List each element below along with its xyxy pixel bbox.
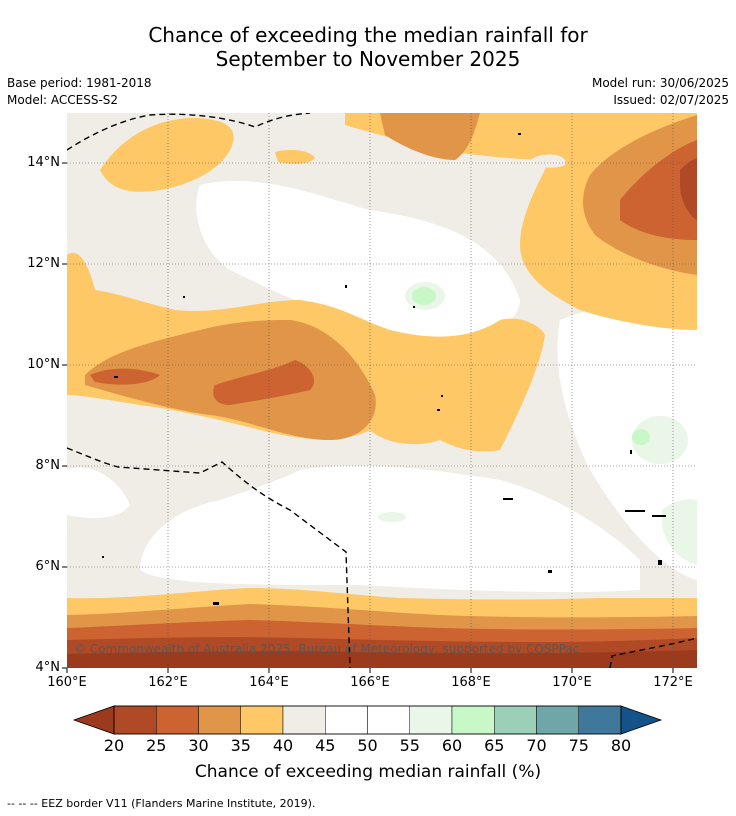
lon-label-172e: 172°E [653,675,693,690]
eez-border [67,113,697,668]
colorbar-low-arrow [72,705,115,735]
islands [102,133,666,605]
colorbar-cell [156,705,199,735]
model-run: Model run: 30/06/2025 [591,76,729,90]
colorbar-cell [198,705,241,735]
lon-label-168e: 168°E [451,675,491,690]
lat-label-8n: 8°N [35,458,61,473]
eez-footnote: -- -- -- EEZ border V11 (Flanders Marine… [7,797,316,810]
lat-label-10n: 10°N [27,357,60,372]
issued-date: Issued: 02/07/2025 [613,93,729,107]
colorbar-tick-label: 25 [146,736,167,755]
colorbar-tick-label: 45 [315,736,336,755]
colorbar-tick-label: 40 [272,736,294,755]
colorbar-cell [451,705,495,735]
model-name: Model: ACCESS-S2 [7,93,119,107]
lat-label-6n: 6°N [35,559,61,574]
colorbar-title: Chance of exceeding median rainfall (%) [194,762,542,782]
colorbar-tick-label: 60 [441,736,463,755]
colorbar-cell [536,705,579,735]
colorbar-tick-label: 30 [188,736,209,755]
rainfall-probability-field: © Commonwealth of Australia 2025, Bureau… [67,113,697,668]
lat-label-14n: 14°N [27,155,60,170]
map-title-line2: September to November 2025 [215,47,521,71]
colorbar-tick-label: 70 [526,736,547,755]
lon-label-166e: 166°E [350,675,390,690]
lon-label-164e: 164°E [249,675,289,690]
colorbar-cell [240,705,284,735]
lon-label-160e: 160°E [47,675,87,690]
colorbar-cell [409,705,453,735]
colorbar-tick-label: 50 [357,736,378,755]
lat-label-4n: 4°N [35,660,61,675]
map-title-line1: Chance of exceeding the median rainfall … [148,23,588,47]
colorbar-cell [578,705,622,735]
copyright-notice: © Commonwealth of Australia 2025, Bureau… [74,642,579,656]
lon-label-170e: 170°E [552,675,592,690]
colorbar-tick-label: 75 [568,736,589,755]
colorbar-high-arrow [620,705,663,735]
colorbar-cell [113,705,157,735]
base-period: Base period: 1981-2018 [7,76,152,90]
colorbar-tick-label: 35 [230,736,251,755]
colorbar-tick-label: 20 [103,736,125,755]
lat-label-12n: 12°N [27,256,60,271]
colorbar-tick-label: 80 [610,736,632,755]
colorbar-cell [325,705,368,735]
colorbar-tick-label: 55 [399,736,420,755]
colorbar-cell [494,705,537,735]
colorbar [72,705,663,735]
lon-label-162e: 162°E [148,675,188,690]
colorbar-cell [282,705,326,735]
colorbar-cell [367,705,410,735]
colorbar-tick-label: 65 [484,736,505,755]
